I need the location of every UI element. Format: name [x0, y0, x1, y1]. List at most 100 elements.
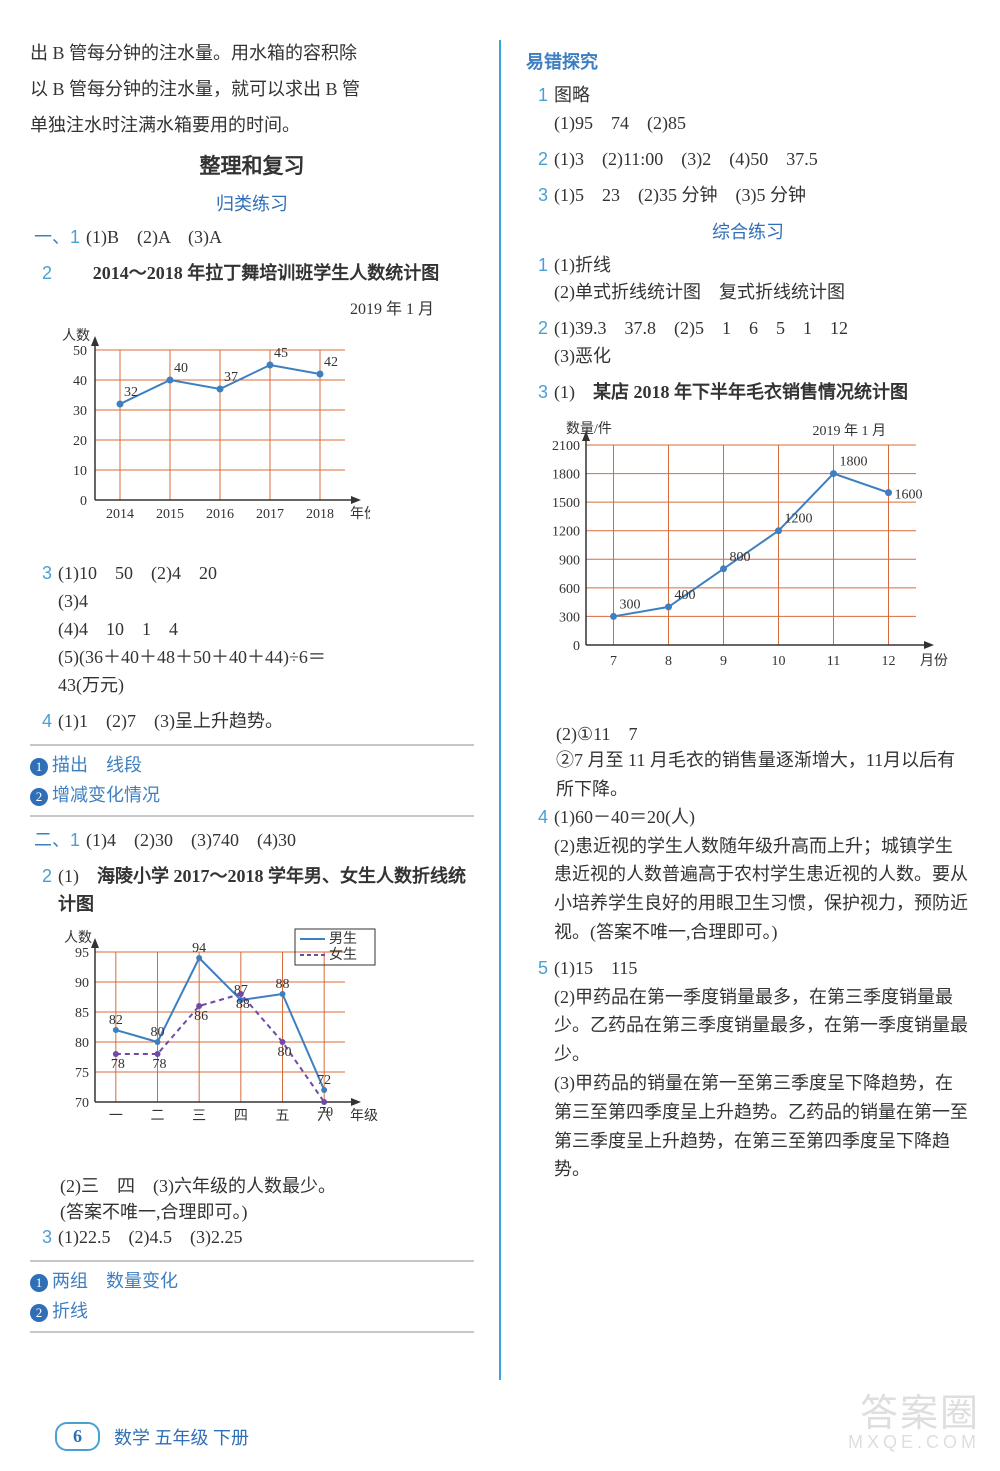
cp3-q2b: ②7 月至 11 月毛衣的销售量逐渐增大，11月以后有所下降。 — [526, 746, 970, 804]
intro-1: 出 B 管每分钟的注水量。用水箱的容积除 — [30, 40, 474, 68]
chart2-title: 海陵小学 2017～2018 学年男、女生人数折线统计图 — [58, 866, 466, 914]
svg-text:85: 85 — [75, 1006, 89, 1021]
chart1: 0102030405020142015201620172018人数年份32403… — [40, 325, 474, 550]
note1: 1描出 线段 2增减变化情况 — [30, 744, 474, 817]
svg-text:80: 80 — [75, 1036, 89, 1051]
q3-line3: (4)4 10 1 4 — [58, 616, 474, 644]
footer: 6 数学 五年级 下册 — [55, 1422, 249, 1451]
chart2: 707580859095一二三四五六人数年级男生女生82809487887278… — [40, 927, 474, 1162]
note2-b: 2折线 — [30, 1296, 474, 1327]
two-column-layout: 出 B 管每分钟的注水量。用水箱的容积除 以 B 管每分钟的注水量，就可以求出 … — [30, 40, 970, 1380]
svg-text:80: 80 — [278, 1045, 292, 1060]
num-2b: 2 — [30, 863, 58, 891]
cp1-a: (1)折线 — [554, 252, 970, 280]
note2-a: 1两组 数量变化 — [30, 1266, 474, 1297]
svg-text:1600: 1600 — [895, 488, 923, 503]
svg-text:1500: 1500 — [552, 496, 580, 511]
cp1: 1 (1)折线 (2)单式折线统计图 复式折线统计图 — [526, 252, 970, 308]
left-column: 出 B 管每分钟的注水量。用水箱的容积除 以 B 管每分钟的注水量，就可以求出 … — [30, 40, 474, 1380]
num-4: 4 — [30, 708, 58, 736]
sectB-row2: 2 (1) 海陵小学 2017～2018 学年男、女生人数折线统计图 — [30, 863, 474, 919]
chart1-title: 2014～2018 年拉丁舞培训班学生人数统计图 — [58, 260, 474, 288]
svg-text:900: 900 — [559, 553, 580, 568]
svg-text:2014: 2014 — [106, 507, 134, 522]
heading-sub1: 归类练习 — [30, 190, 474, 216]
right-column: 易错探究 1 图略 (1)95 74 (2)85 2(1)3 (2)11:00 … — [526, 40, 970, 1380]
svg-text:三: 三 — [192, 1109, 206, 1124]
cp3-q2a: (2)①11 7 — [526, 720, 970, 746]
sectB-2-q2: (2)三 四 (3)六年级的人数最少。 — [30, 1172, 474, 1198]
svg-text:9: 9 — [720, 654, 727, 669]
column-divider — [499, 40, 501, 1380]
note2: 1两组 数量变化 2折线 — [30, 1260, 474, 1333]
r2: 2(1)3 (2)11:00 (3)2 (4)50 37.5 — [526, 146, 970, 174]
q4-text: (1)1 (2)7 (3)呈上升趋势。 — [58, 708, 474, 736]
svg-text:50: 50 — [73, 344, 87, 359]
intro-2: 以 B 管每分钟的注水量，就可以求出 B 管 — [30, 76, 474, 104]
r3: 3(1)5 23 (2)35 分钟 (3)5 分钟 — [526, 182, 970, 210]
sectB-row1: 二、1 (1)4 (2)30 (3)740 (4)30 — [30, 827, 474, 855]
svg-text:94: 94 — [192, 941, 206, 956]
svg-text:数量/件: 数量/件 — [566, 421, 612, 437]
chart3-title: 某店 2018 年下半年毛衣销售情况统计图 — [593, 382, 908, 402]
sectA-row2: 2 2014～2018 年拉丁舞培训班学生人数统计图 — [30, 260, 474, 288]
svg-text:80: 80 — [151, 1025, 165, 1040]
svg-text:40: 40 — [73, 374, 87, 389]
cp2: 2 (1)39.3 37.8 (2)5 1 6 5 1 12 (3)恶化 — [526, 315, 970, 371]
svg-text:300: 300 — [620, 597, 641, 612]
svg-text:12: 12 — [882, 654, 896, 669]
q4: 4 (1)1 (2)7 (3)呈上升趋势。 — [30, 708, 474, 736]
svg-text:2019 年 1 月: 2019 年 1 月 — [813, 423, 887, 439]
q3-line2: (3)4 — [58, 588, 474, 616]
svg-text:2017: 2017 — [256, 507, 284, 522]
svg-text:32: 32 — [124, 385, 138, 400]
q3-line1: (1)10 50 (2)4 20 — [58, 560, 474, 588]
sectB-1-text: (1)4 (2)30 (3)740 (4)30 — [86, 827, 474, 855]
svg-text:0: 0 — [80, 494, 87, 509]
cp4: 4 (1)60－40＝20(人) (2)患近视的学生人数随年级升高而上升；城镇学… — [526, 804, 970, 947]
chart1-date: 2019 年 1 月 — [30, 295, 474, 319]
svg-text:8: 8 — [665, 654, 672, 669]
sectB-3: 3 (1)22.5 (2)4.5 (3)2.25 — [30, 1224, 474, 1252]
sectB-prefix: 二、1 — [30, 827, 86, 855]
svg-text:1800: 1800 — [840, 455, 868, 470]
svg-text:女生: 女生 — [329, 946, 357, 963]
cp2-b: (3)恶化 — [554, 343, 970, 371]
cp2-a: (1)39.3 37.8 (2)5 1 6 5 1 12 — [554, 315, 970, 343]
svg-text:70: 70 — [75, 1096, 89, 1111]
cp5-c: (3)甲药品的销量在第一至第三季度呈下降趋势，在第三至第四季度呈上升趋势。乙药品… — [554, 1069, 970, 1184]
r1: 1 图略 (1)95 74 (2)85 — [526, 82, 970, 138]
svg-text:95: 95 — [75, 946, 89, 961]
svg-text:82: 82 — [109, 1013, 123, 1028]
svg-text:90: 90 — [75, 976, 89, 991]
sectB-3-text: (1)22.5 (2)4.5 (3)2.25 — [58, 1224, 474, 1252]
svg-text:二: 二 — [151, 1109, 165, 1124]
svg-text:400: 400 — [675, 588, 696, 603]
svg-text:一: 一 — [109, 1109, 123, 1124]
cp5-b: (2)甲药品在第一季度销量最多，在第三季度销量最少。乙药品在第三季度销量最多，在… — [554, 983, 970, 1069]
watermark: 答案圈 MXQE.COM — [848, 1395, 980, 1451]
svg-text:40: 40 — [174, 361, 188, 376]
q3-line4: (5)(36＋40＋48＋50＋40＋44)÷6＝ — [58, 644, 474, 672]
svg-text:年份: 年份 — [350, 506, 370, 522]
svg-text:10: 10 — [73, 464, 87, 479]
heading-cp: 综合练习 — [526, 218, 970, 244]
svg-text:42: 42 — [324, 355, 338, 370]
svg-text:800: 800 — [730, 550, 751, 565]
note1-a: 1描出 线段 — [30, 750, 474, 781]
svg-text:四: 四 — [234, 1109, 248, 1124]
svg-text:75: 75 — [75, 1066, 89, 1081]
num-3: 3 — [30, 560, 58, 588]
sectB-2-note: (答案不唯一,合理即可。) — [30, 1198, 474, 1224]
r1-a: 图略 — [554, 82, 970, 110]
svg-text:86: 86 — [194, 1009, 208, 1024]
sectA-1-text: (1)B (2)A (3)A — [86, 224, 474, 252]
svg-text:1200: 1200 — [785, 512, 813, 527]
svg-text:人数: 人数 — [64, 930, 92, 946]
svg-text:1200: 1200 — [552, 525, 580, 540]
footer-label: 数学 五年级 下册 — [114, 1424, 249, 1450]
chart3: 03006009001200150018002100789101112数量/件月… — [526, 415, 970, 710]
svg-text:78: 78 — [111, 1057, 125, 1072]
svg-text:88: 88 — [276, 977, 290, 992]
cp5: 5 (1)15 115 (2)甲药品在第一季度销量最多，在第三季度销量最少。乙药… — [526, 955, 970, 1184]
